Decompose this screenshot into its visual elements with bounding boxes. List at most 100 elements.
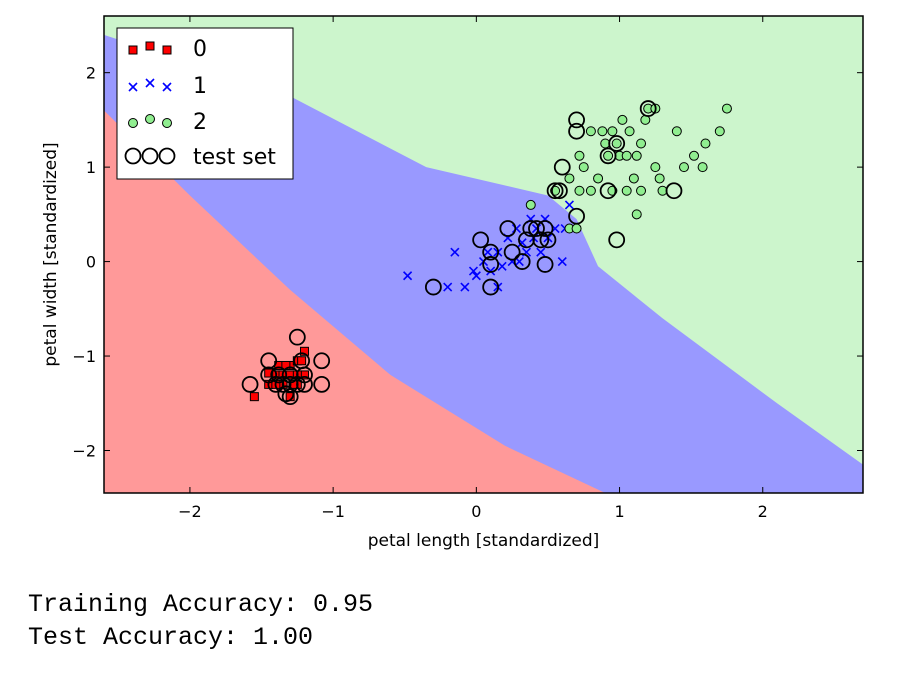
class-2-point [574, 185, 585, 196]
test-set-point [482, 243, 500, 261]
x-tick-label: −1 [321, 502, 345, 521]
legend-test-set-marker [141, 147, 159, 165]
class-1-point [443, 282, 453, 292]
class-1-point [403, 271, 413, 281]
test-set-point [313, 375, 331, 393]
y-tick-label: −2 [72, 441, 96, 460]
class-1-point [531, 223, 542, 234]
class-2-point [603, 150, 614, 161]
class-2-point [611, 138, 622, 149]
test-set-point [513, 253, 531, 270]
class-2-point [574, 150, 585, 161]
class-2-point [624, 126, 635, 137]
class-2-point [571, 223, 582, 234]
class-2-point [650, 162, 661, 173]
test-set-point [639, 100, 657, 117]
class-1-point [511, 223, 522, 234]
legend: 0 1 2 test set [116, 27, 294, 180]
test-set-point [277, 385, 295, 403]
test-set-point [503, 243, 521, 261]
test-set-point [288, 328, 306, 346]
class-2-point [671, 126, 682, 137]
class-2-point [621, 150, 632, 161]
test-set-point [313, 352, 331, 370]
class-1-point [557, 257, 567, 267]
axis-ticks: −2 −1 0 1 2 −2 −1 0 1 2 [72, 16, 863, 521]
class-1-point [450, 247, 460, 257]
y-tick-label: −1 [72, 347, 96, 366]
y-tick-label: 1 [86, 158, 96, 177]
class-2-point [654, 173, 665, 184]
class-2-point [628, 173, 639, 184]
class-1-point [536, 247, 546, 257]
test-set-point [608, 135, 626, 152]
legend-class-2-marker [128, 118, 138, 128]
test-set-point [472, 231, 490, 249]
legend-test-set-marker [124, 147, 142, 165]
y-tick-label: 0 [86, 253, 96, 272]
legend-class-0-marker [128, 45, 138, 55]
class-1-point [471, 271, 481, 281]
y-axis-label: petal width [standardized] [41, 142, 61, 366]
test-set-point [281, 375, 299, 393]
test-set-point [568, 111, 585, 129]
class-2-point [721, 103, 732, 114]
class-2-point [585, 185, 596, 196]
class-2-point [700, 138, 711, 149]
legend-class-0-label: 0 [193, 37, 207, 62]
test-set-point [608, 231, 626, 249]
legend-class-0-marker [162, 45, 172, 55]
legend-class-1-label: 1 [193, 74, 207, 99]
test-set-point [270, 366, 288, 384]
test-set-point [281, 388, 299, 406]
class-2-point [678, 162, 689, 173]
class-1-point [483, 247, 493, 257]
legend-class-1-marker [162, 82, 172, 92]
training-accuracy: Training Accuracy: 0.95 [28, 590, 374, 619]
legend-test-set-label: test set [193, 145, 276, 170]
class-2-point [636, 138, 647, 149]
legend-class-1-marker [145, 78, 155, 88]
test-set-point [539, 231, 557, 249]
test-accuracy: Test Accuracy: 1.00 [28, 623, 314, 652]
test-set-point [241, 375, 259, 393]
test-set-point [599, 147, 617, 165]
test-set-point [546, 182, 564, 200]
test-set-point [536, 256, 554, 273]
x-tick-label: 2 [758, 502, 768, 521]
class-0-point [299, 346, 309, 356]
test-set-point [599, 182, 617, 200]
test-set-point [482, 278, 500, 296]
scatter-plot: −2 −1 0 1 2 −2 −1 0 1 2 petal length [standardize… [41, 15, 864, 551]
test-set-point [528, 220, 545, 237]
x-axis-label: petal length [standardized] [368, 531, 600, 551]
class-1-point [564, 200, 574, 210]
accuracy-results: Training Accuracy: 0.95 Test Accuracy: 1… [28, 588, 373, 654]
test-set-point [532, 231, 550, 249]
x-tick-label: 0 [471, 502, 481, 521]
legend-test-set-marker [158, 147, 176, 165]
class-1-point [460, 282, 470, 292]
test-set-point [568, 207, 585, 225]
test-set-point [665, 182, 683, 200]
test-set-point [553, 158, 571, 176]
class-2-point [631, 150, 642, 161]
class-2-point [525, 199, 536, 210]
test-set-point [551, 182, 568, 200]
class-2-point [564, 173, 575, 184]
class-2-point [617, 114, 628, 125]
class-1-point [468, 266, 479, 276]
class-2-point [578, 162, 589, 173]
class-2-point [631, 209, 642, 220]
legend-class-1-marker [128, 82, 138, 92]
test-set-point [499, 220, 517, 237]
legend-class-0-marker [145, 41, 155, 51]
class-2-point [607, 126, 618, 137]
test-set-point [296, 366, 313, 384]
test-set-point [568, 122, 585, 140]
class-2-point [636, 185, 647, 196]
data-points [241, 100, 732, 406]
legend-class-2-label: 2 [193, 110, 207, 135]
class-2-point [714, 126, 725, 137]
plot-frame [103, 15, 864, 494]
